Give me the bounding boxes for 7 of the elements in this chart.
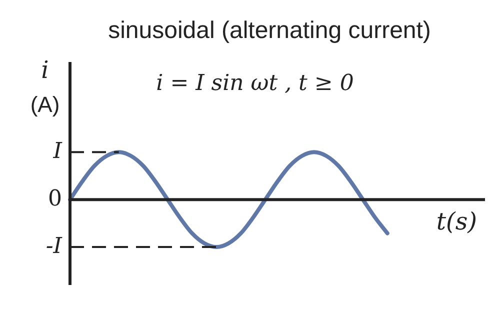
ref-line-label: I xyxy=(52,138,64,164)
y-axis-title: i (A) xyxy=(30,56,60,117)
ref-line-label: -I xyxy=(46,234,64,259)
text: i = I sin ωt , t ≥ 0 xyxy=(156,71,354,96)
chart-title: sinusoidal (alternating current) xyxy=(108,17,431,44)
ref-line-label: 0 xyxy=(48,186,62,212)
x-axis-title: t(s) xyxy=(436,208,477,236)
